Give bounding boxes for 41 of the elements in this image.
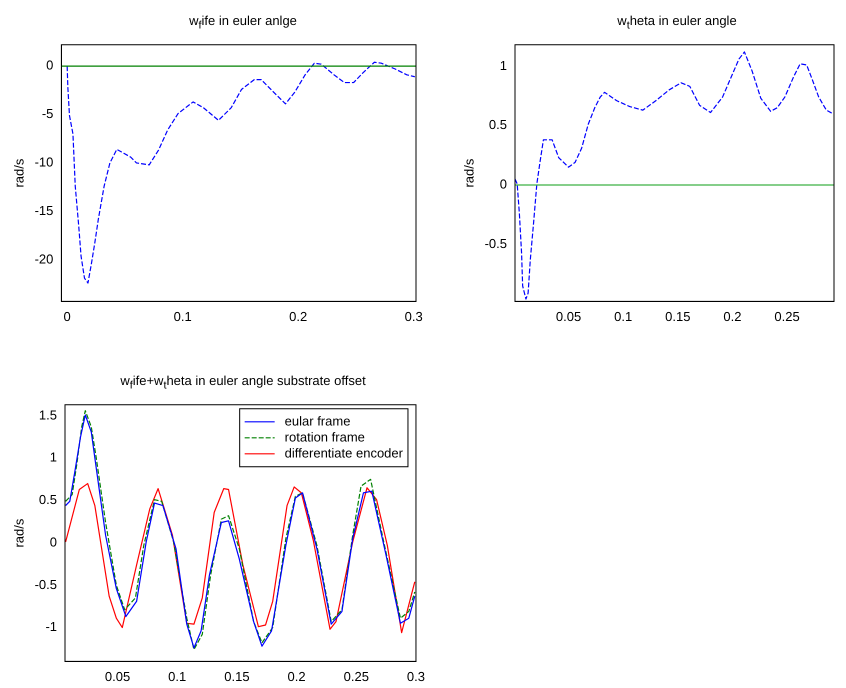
y-tick-label: -20 <box>34 251 54 266</box>
y-tick-label: -10 <box>34 154 54 170</box>
chart-title: w$_{f}$ife+w$_{t}$heta in euler angle substrate offset <box>119 372 367 394</box>
y-tick-label: 1.5 <box>38 407 57 422</box>
y-tick-label: 0.5 <box>38 492 57 508</box>
y-tick-label: 1 <box>500 58 507 73</box>
legend-label: differentiate encoder <box>284 445 404 460</box>
line-series <box>66 62 416 284</box>
chart-title: w$_{f}$ife in euler anlge <box>188 12 298 34</box>
y-axis-title: rad/s <box>11 518 26 548</box>
x-tick-label: 0.1 <box>174 308 192 324</box>
x-tick-label: 0.1 <box>168 668 186 684</box>
x-tick-label: 0.2 <box>288 668 306 684</box>
y-tick-label: -1 <box>45 619 57 634</box>
x-tick-label: 0.2 <box>723 308 742 324</box>
legend-label: eular frame <box>284 413 350 428</box>
x-tick-label: 0.1 <box>614 308 632 324</box>
line-series <box>515 51 834 300</box>
x-tick-label: 0.15 <box>665 308 690 324</box>
y-tick-label: -5 <box>42 106 54 122</box>
y-tick-label: -0.5 <box>34 576 57 592</box>
y-tick-label: -0.5 <box>484 236 507 251</box>
y-tick-label: 0.5 <box>488 117 507 132</box>
y-tick-label: 0 <box>500 176 507 192</box>
x-tick-label: 0.05 <box>556 308 582 324</box>
x-tick-label: 0.15 <box>224 668 250 684</box>
chart-title: w$_{t}$heta in euler angle <box>616 12 738 34</box>
y-axis-title: rad/s <box>461 158 476 188</box>
x-tick-label: 0.3 <box>404 308 423 324</box>
y-axis-title: rad/s <box>11 158 26 188</box>
legend-label: rotation frame <box>284 429 365 444</box>
x-tick-label: 0.05 <box>104 668 130 684</box>
x-tick-label: 0.3 <box>406 668 426 684</box>
y-tick-label: 0 <box>50 534 57 550</box>
x-tick-label: 0.2 <box>289 308 308 324</box>
x-tick-label: 0 <box>64 308 71 324</box>
y-tick-label: 1 <box>50 450 57 465</box>
x-tick-label: 0.25 <box>774 308 800 324</box>
y-tick-label: 0 <box>46 58 54 73</box>
x-tick-label: 0.25 <box>344 668 369 684</box>
y-tick-label: -15 <box>34 202 54 218</box>
